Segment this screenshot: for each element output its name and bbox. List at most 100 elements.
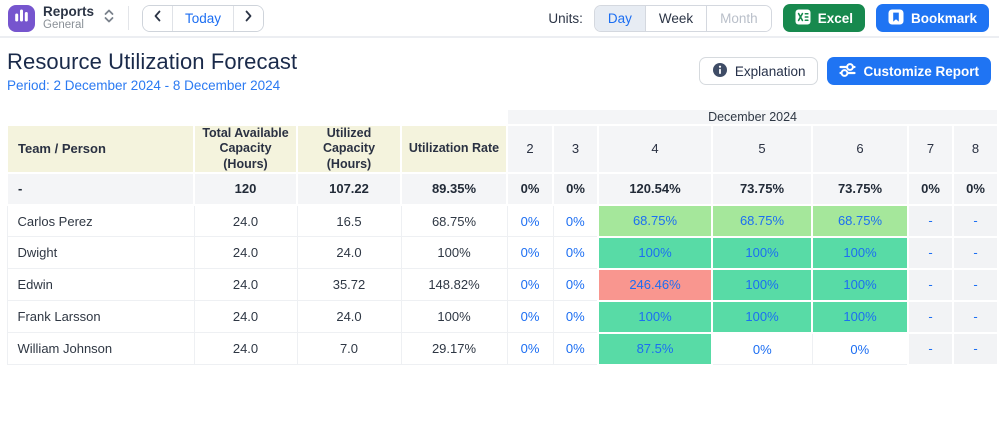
day-cell[interactable]: 87.5% [597,331,713,366]
person-name: Dwight [6,236,195,270]
summary-day-cell: 0% [907,171,954,206]
column-header-row: Team / Person Total Available Capacity (… [6,124,999,174]
utilized-capacity-value: 24.0 [296,300,402,334]
summary-total: 120 [193,171,298,206]
day-cell[interactable]: 0% [506,236,554,270]
day-cell[interactable]: 0% [552,268,599,302]
day-cell[interactable]: 0% [552,236,599,270]
day-header-5: 5 [711,124,813,174]
summary-day-cell: 0% [552,171,599,206]
summary-rate: 89.35% [400,171,508,206]
month-header-row: December 2024 [7,108,999,126]
excel-icon [795,9,811,28]
utilized-capacity-value: 16.5 [296,204,402,238]
day-cell[interactable]: - [907,331,954,366]
utilization-rate-value: 68.75% [400,204,508,238]
day-cell[interactable]: 0% [506,204,554,238]
day-cell[interactable]: 68.75% [811,203,909,238]
bookmark-button[interactable]: Bookmark [875,4,989,32]
day-header-8: 8 [951,124,999,174]
utilized-capacity-value: 7.0 [296,332,402,366]
summary-day-cell: 120.54% [597,171,713,206]
next-period-button[interactable] [233,5,264,31]
chevron-updown-icon [103,7,115,30]
day-cell[interactable]: 0% [506,300,554,334]
top-bar: Reports General Today Units: Day Week [0,0,999,38]
total-capacity-value: 24.0 [193,332,298,366]
units-option-month[interactable]: Month [707,5,771,31]
utilization-rate-value: 100% [400,300,508,334]
divider [128,6,130,30]
utilized-capacity-value: 24.0 [296,236,402,270]
col-header-team-person: Team / Person [6,124,195,174]
person-name: Frank Larsson [6,300,195,334]
chevron-left-icon [153,9,162,27]
units-option-day[interactable]: Day [594,5,645,31]
units-option-week[interactable]: Week [644,5,708,31]
day-cell[interactable]: 246.46% [597,267,713,302]
total-capacity-value: 24.0 [193,204,298,238]
report-switcher-toggle[interactable] [103,7,115,30]
person-name: Edwin [6,268,195,302]
table-row: Dwight 24.0 24.0 100% 0% 0% 100% 100% 10… [6,235,999,270]
day-cell[interactable]: - [951,299,999,334]
table-row: Frank Larsson 24.0 24.0 100% 0% 0% 100% … [6,299,999,334]
prev-period-button[interactable] [143,5,173,31]
day-cell[interactable]: - [951,235,999,270]
day-cell[interactable]: 100% [811,267,909,302]
units-label: Units: [548,10,583,26]
day-cell[interactable]: 0% [811,332,909,366]
bar-chart-icon [14,8,29,28]
reports-logo[interactable] [8,4,35,32]
utilization-rate-value: 148.82% [400,268,508,302]
person-name: Carlos Perez [6,204,195,238]
day-cell[interactable]: 0% [552,204,599,238]
date-nav: Today [142,4,265,32]
day-cell[interactable]: 0% [552,300,599,334]
bookmark-icon [888,9,904,28]
day-cell[interactable]: 100% [711,235,813,270]
sliders-icon [839,62,857,80]
bookmark-button-label: Bookmark [910,10,977,26]
person-name: William Johnson [6,332,195,366]
day-cell[interactable]: 100% [811,235,909,270]
summary-day-cell: 73.75% [711,171,813,206]
info-icon [712,62,728,81]
day-cell[interactable]: - [951,267,999,302]
period-subtitle: Period: 2 December 2024 - 8 December 202… [7,78,281,93]
table-row: Carlos Perez 24.0 16.5 68.75% 0% 0% 68.7… [6,203,999,238]
summary-utilized: 107.22 [296,171,402,206]
summary-day-cell: 73.75% [811,171,909,206]
day-cell[interactable]: 0% [506,268,554,302]
summary-day-cell: 0% [506,171,554,206]
col-header-total-capacity: Total Available Capacity (Hours) [193,124,298,174]
day-cell[interactable]: - [907,299,954,334]
day-cell[interactable]: 68.75% [597,203,713,238]
day-cell[interactable]: - [907,267,954,302]
day-cell[interactable]: 100% [597,235,713,270]
excel-export-button[interactable]: Excel [782,4,865,32]
day-cell[interactable]: 100% [711,267,813,302]
table-row: Edwin 24.0 35.72 148.82% 0% 0% 246.46% 1… [6,267,999,302]
chevron-right-icon [244,9,253,27]
day-cell[interactable]: 100% [711,299,813,334]
day-cell[interactable]: - [951,203,999,238]
day-cell[interactable]: 100% [811,299,909,334]
day-cell[interactable]: 0% [711,332,813,366]
day-cell[interactable]: 68.75% [711,203,813,238]
customize-report-button[interactable]: Customize Report [827,57,991,85]
day-cell[interactable]: - [907,235,954,270]
day-header-3: 3 [552,124,599,174]
day-cell[interactable]: 100% [597,299,713,334]
day-header-6: 6 [811,124,909,174]
explanation-button[interactable]: Explanation [698,57,819,85]
total-capacity-value: 24.0 [193,268,298,302]
day-cell[interactable]: 0% [552,332,599,366]
day-cell[interactable]: - [951,331,999,366]
day-cell[interactable]: - [907,203,954,238]
day-cell[interactable]: 0% [506,332,554,366]
summary-day-cell: 0% [951,171,999,206]
title-section: Resource Utilization Forecast Period: 2 … [0,38,999,101]
today-button[interactable]: Today [172,5,234,31]
total-capacity-value: 24.0 [193,300,298,334]
